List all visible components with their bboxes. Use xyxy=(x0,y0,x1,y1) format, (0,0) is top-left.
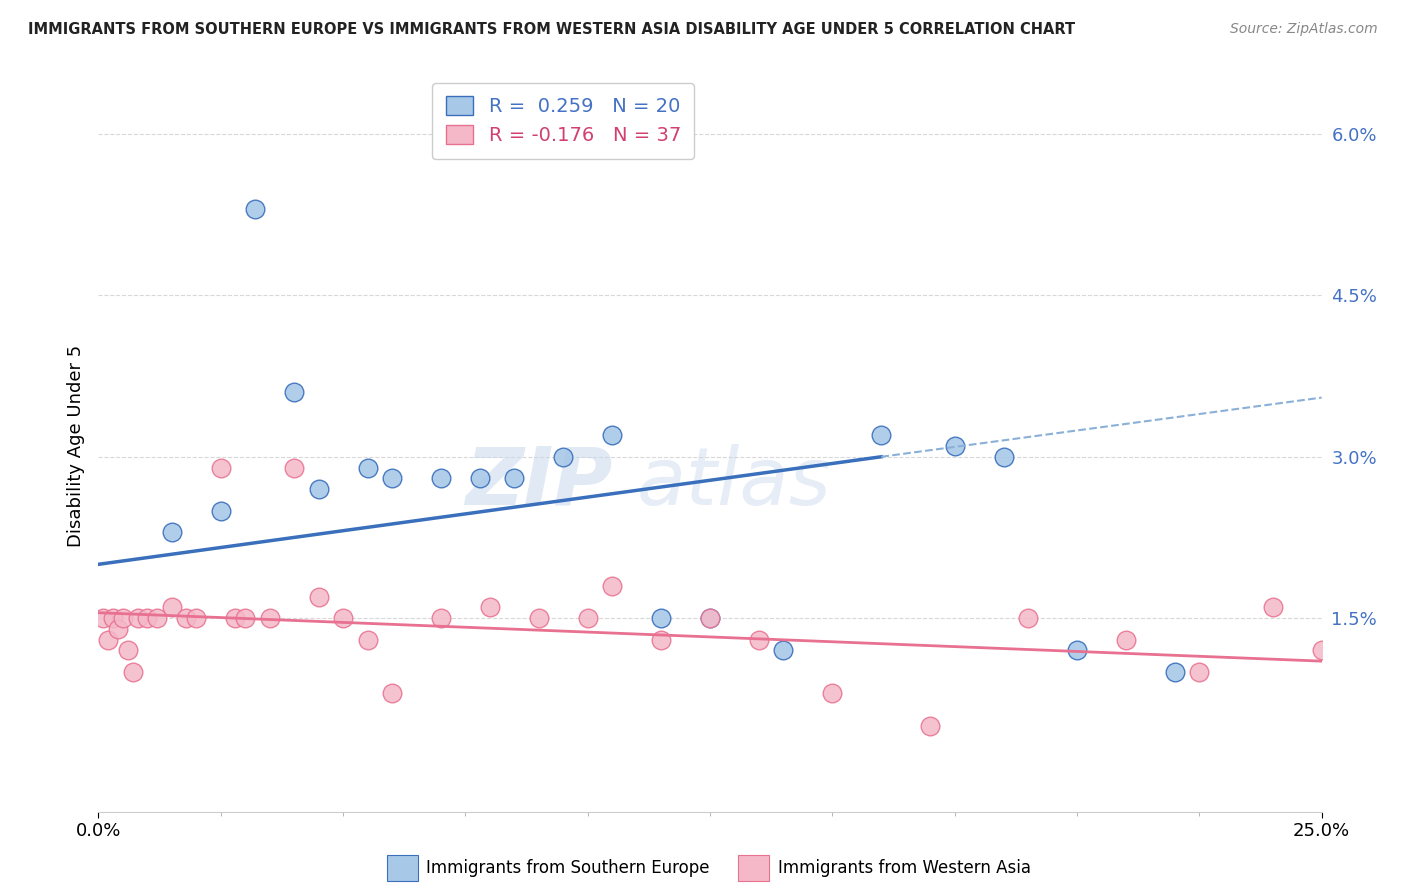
Y-axis label: Disability Age Under 5: Disability Age Under 5 xyxy=(66,345,84,547)
Point xyxy=(1017,611,1039,625)
Point xyxy=(101,611,124,625)
Point xyxy=(136,611,159,625)
Point xyxy=(381,686,404,700)
Point xyxy=(1115,632,1137,647)
Text: Immigrants from Southern Europe: Immigrants from Southern Europe xyxy=(426,859,710,877)
Point xyxy=(600,428,623,442)
Point xyxy=(146,611,169,625)
Text: Immigrants from Western Asia: Immigrants from Western Asia xyxy=(778,859,1031,877)
Point xyxy=(186,611,208,625)
Point xyxy=(243,202,266,217)
Point xyxy=(1310,643,1333,657)
Point xyxy=(468,471,491,485)
Point xyxy=(920,719,942,733)
Point xyxy=(283,385,305,400)
Point xyxy=(160,600,183,615)
Point xyxy=(209,503,232,517)
Point xyxy=(332,611,354,625)
Point xyxy=(772,643,794,657)
Point xyxy=(111,611,134,625)
Point xyxy=(553,450,575,464)
Point xyxy=(176,611,198,625)
Point xyxy=(91,611,114,625)
Text: Source: ZipAtlas.com: Source: ZipAtlas.com xyxy=(1230,22,1378,37)
Point xyxy=(870,428,893,442)
Point xyxy=(224,611,246,625)
Point xyxy=(699,611,721,625)
Point xyxy=(97,632,120,647)
Point xyxy=(1066,643,1088,657)
Text: atlas: atlas xyxy=(637,443,831,522)
Point xyxy=(308,590,330,604)
Point xyxy=(1188,665,1211,679)
Point xyxy=(127,611,149,625)
Point xyxy=(650,611,672,625)
Point xyxy=(308,482,330,496)
Point xyxy=(993,450,1015,464)
Point xyxy=(650,632,672,647)
Point xyxy=(699,611,721,625)
Point xyxy=(121,665,143,679)
Point xyxy=(943,439,966,453)
Point xyxy=(356,460,378,475)
Point xyxy=(233,611,256,625)
Legend: R =  0.259   N = 20, R = -0.176   N = 37: R = 0.259 N = 20, R = -0.176 N = 37 xyxy=(432,83,695,159)
Point xyxy=(209,460,232,475)
Point xyxy=(430,611,453,625)
Point xyxy=(107,622,129,636)
Point xyxy=(356,632,378,647)
Point xyxy=(259,611,281,625)
Point xyxy=(503,471,526,485)
Point xyxy=(748,632,770,647)
Point xyxy=(1164,665,1187,679)
Point xyxy=(160,524,183,539)
Point xyxy=(381,471,404,485)
Text: ZIP: ZIP xyxy=(465,443,612,522)
Point xyxy=(600,579,623,593)
Point xyxy=(430,471,453,485)
Point xyxy=(283,460,305,475)
Text: IMMIGRANTS FROM SOUTHERN EUROPE VS IMMIGRANTS FROM WESTERN ASIA DISABILITY AGE U: IMMIGRANTS FROM SOUTHERN EUROPE VS IMMIG… xyxy=(28,22,1076,37)
Point xyxy=(117,643,139,657)
Point xyxy=(1261,600,1284,615)
Point xyxy=(576,611,599,625)
Point xyxy=(527,611,550,625)
Point xyxy=(821,686,844,700)
Point xyxy=(478,600,501,615)
